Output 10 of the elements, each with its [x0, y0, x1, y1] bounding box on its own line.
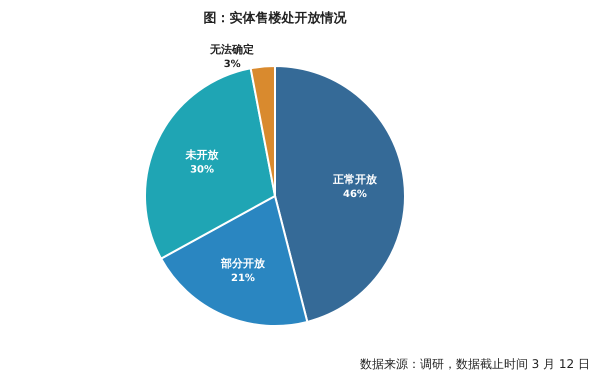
source-note: 数据来源：调研，数据截止时间 3 月 12 日 [360, 357, 590, 371]
slice-label: 正常开放 [332, 172, 378, 186]
data-label: 21% [231, 272, 255, 284]
slice-label: 无法确定 [209, 43, 254, 56]
data-label: 46% [342, 188, 367, 200]
data-label: 3% [224, 59, 241, 70]
data-label: 30% [190, 164, 214, 176]
slice-label: 未开放 [184, 148, 220, 162]
chart-title: 图：实体售楼处开放情况 [204, 10, 348, 26]
slice-label: 部分开放 [220, 256, 266, 270]
